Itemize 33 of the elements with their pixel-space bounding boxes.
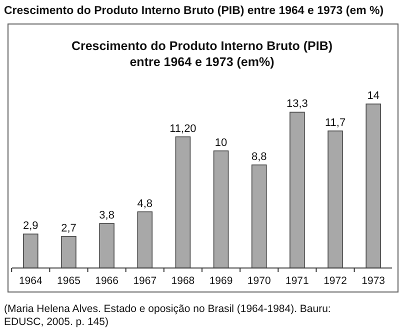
data-label: 3,8: [99, 209, 114, 222]
bar: [61, 236, 76, 268]
data-label: 8,8: [251, 150, 267, 163]
bar: [175, 136, 191, 268]
data-label: 13,3: [286, 98, 308, 110]
bar: [213, 150, 229, 268]
data-label: 11,20: [170, 122, 196, 135]
x-tick-label: 1966: [95, 275, 119, 287]
data-label: 2,9: [23, 220, 38, 232]
bar: [23, 234, 38, 268]
bar: [328, 130, 343, 268]
chart-subtitle: Crescimento do Produto Interno Bruto (PIB) entre 1964 e 1973 (em%): [71, 39, 333, 69]
x-tick-label: 1970: [247, 275, 271, 287]
x-tick-label: 1965: [57, 275, 81, 287]
bar: [251, 164, 267, 268]
chart-title: Crescimento do Produto Interno Bruto (PIB) entre 1964 e 1973 (em %): [4, 5, 384, 17]
x-tick-label: 1968: [171, 275, 195, 287]
bar: [290, 112, 305, 268]
bar: [99, 223, 114, 268]
bar: [366, 104, 381, 268]
data-label: 4,8: [137, 198, 153, 210]
x-tick-label: 1972: [324, 275, 348, 287]
bar: [137, 211, 153, 268]
x-tick-label: 1967: [133, 275, 157, 287]
x-tick-label: 1964: [18, 275, 42, 287]
data-label: 2,7: [61, 222, 76, 234]
data-label: 14: [367, 90, 380, 102]
x-tick-label: 1973: [362, 275, 386, 287]
data-label: 10: [214, 136, 228, 149]
data-label: 11,7: [324, 116, 346, 129]
x-tick-label: 1971: [286, 275, 310, 287]
text: (Maria Helena Alves. Estado e oposição no Brasil (1964-1984). Bauru: EDUSC, 2005. p. 145): [4, 303, 331, 328]
x-tick-label: 1969: [209, 275, 233, 287]
